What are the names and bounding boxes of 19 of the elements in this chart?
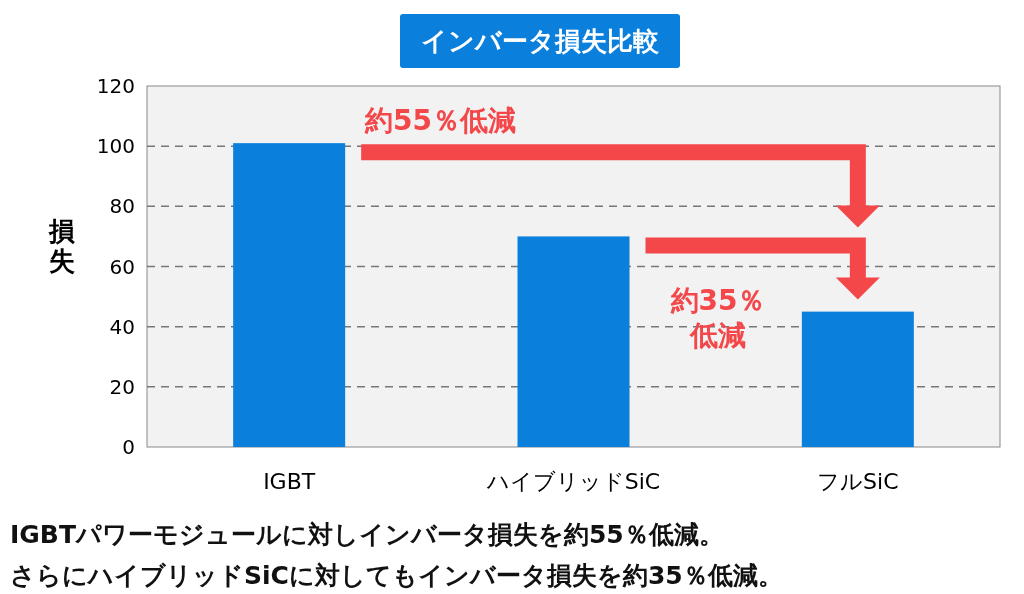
- bar: [801, 311, 914, 447]
- chart-title: インバータ損失比較: [421, 26, 660, 56]
- x-tick-label: フルSiC: [817, 469, 899, 494]
- text: さらにハイブリッドSiCに対してもインバータ損失を約35％低減。: [10, 561, 783, 590]
- annotation: 約35％低減: [669, 284, 766, 352]
- y-tick-label: 100: [96, 134, 135, 159]
- y-tick-label: 80: [109, 194, 135, 219]
- y-tick-label: 0: [122, 435, 135, 459]
- text: IGBTパワーモジュールに対しインバータ損失を約55％低減。: [10, 520, 724, 549]
- y-tick-label: 40: [109, 314, 135, 339]
- y-tick-label: 120: [96, 74, 135, 98]
- annotation: 約55％低減: [364, 104, 516, 137]
- y-tick-label: 20: [109, 374, 135, 399]
- x-tick-label: IGBT: [263, 469, 316, 494]
- y-tick-label: 60: [109, 254, 135, 279]
- y-axis-title: 損失: [48, 216, 75, 276]
- bar: [233, 143, 346, 447]
- x-tick-label: ハイブリッドSiC: [485, 469, 661, 494]
- bar: [517, 236, 630, 447]
